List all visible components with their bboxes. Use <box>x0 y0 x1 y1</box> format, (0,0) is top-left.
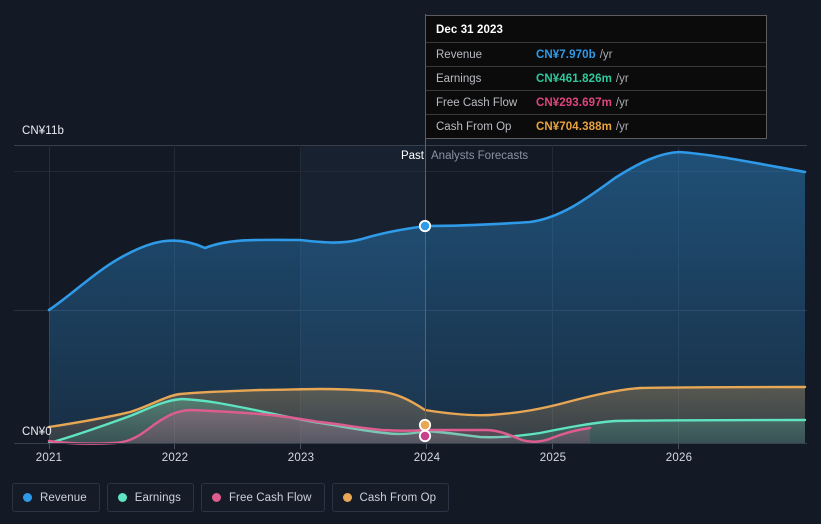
tooltip-key-revenue: Revenue <box>436 48 483 61</box>
tooltip-key-cash-from-op: Cash From Op <box>436 120 512 133</box>
tooltip-value-free-cash-flow: CN¥293.697m <box>536 96 612 109</box>
tooltip-value-earnings: CN¥461.826m <box>536 72 612 85</box>
legend-label-earnings: Earnings <box>134 491 181 504</box>
tooltip-unit-revenue: /yr <box>599 48 613 61</box>
forecast-band-label: Analysts Forecasts <box>431 150 529 162</box>
tooltip-unit-cash-from-op: /yr <box>615 120 629 133</box>
data-point-tooltip: Dec 31 2023 Revenue CN¥7.970b /yr Earnin… <box>425 15 767 139</box>
chart-legend: Revenue Earnings Free Cash Flow Cash Fro… <box>12 483 450 512</box>
past-band-label: Past <box>400 150 424 162</box>
x-axis-label-2023: 2023 <box>287 452 315 464</box>
y-axis-top-label: CN¥11b <box>22 125 64 137</box>
cash-from-op-line <box>47 385 807 429</box>
revenue-area <box>49 152 805 444</box>
tooltip-row-earnings: Earnings CN¥461.826m /yr <box>426 66 766 90</box>
x-axis-label-2021: 2021 <box>35 452 63 464</box>
x-axis-label-2022: 2022 <box>161 452 189 464</box>
x-axis-label-2026: 2026 <box>665 452 693 464</box>
cash-from-op-marker[interactable] <box>418 418 432 432</box>
tooltip-value-cash-from-op: CN¥704.388m <box>536 120 612 133</box>
legend-item-revenue[interactable]: Revenue <box>12 483 100 512</box>
x-axis-ticks <box>49 444 679 449</box>
legend-item-earnings[interactable]: Earnings <box>106 483 194 512</box>
x-axis-label-2025: 2025 <box>539 452 567 464</box>
free-cash-flow-line <box>47 408 592 445</box>
legend-label-cash-from-op: Cash From Op <box>359 491 437 504</box>
free-cash-flow-marker[interactable] <box>418 429 432 443</box>
free-cash-flow-area <box>49 410 590 444</box>
tooltip-unit-earnings: /yr <box>615 72 629 85</box>
x-axis-label-2024: 2024 <box>413 452 441 464</box>
tooltip-key-earnings: Earnings <box>436 72 482 85</box>
revenue-line <box>47 150 807 312</box>
earnings-color-dot-icon <box>117 493 127 502</box>
tooltip-title: Dec 31 2023 <box>436 24 503 36</box>
tooltip-row-revenue: Revenue CN¥7.970b /yr <box>426 42 766 66</box>
legend-label-revenue: Revenue <box>40 491 87 504</box>
legend-item-cash-from-op[interactable]: Cash From Op <box>331 483 450 512</box>
tooltip-row-cash-from-op: Cash From Op CN¥704.388m /yr <box>426 114 766 138</box>
legend-label-free-cash-flow: Free Cash Flow <box>228 491 312 504</box>
tooltip-key-free-cash-flow: Free Cash Flow <box>436 96 518 109</box>
tooltip-row-free-cash-flow: Free Cash Flow CN¥293.697m /yr <box>426 90 766 114</box>
revenue-marker[interactable] <box>418 219 432 233</box>
revenue-color-dot-icon <box>23 493 32 502</box>
legend-item-free-cash-flow[interactable]: Free Cash Flow <box>200 483 325 512</box>
cash-from-op-color-dot-icon <box>342 493 352 502</box>
y-axis-zero-label: CN¥0 <box>22 426 52 438</box>
free-cash-flow-color-dot-icon <box>211 493 221 502</box>
tooltip-unit-free-cash-flow: /yr <box>615 96 629 109</box>
tooltip-value-revenue: CN¥7.970b <box>536 48 596 61</box>
